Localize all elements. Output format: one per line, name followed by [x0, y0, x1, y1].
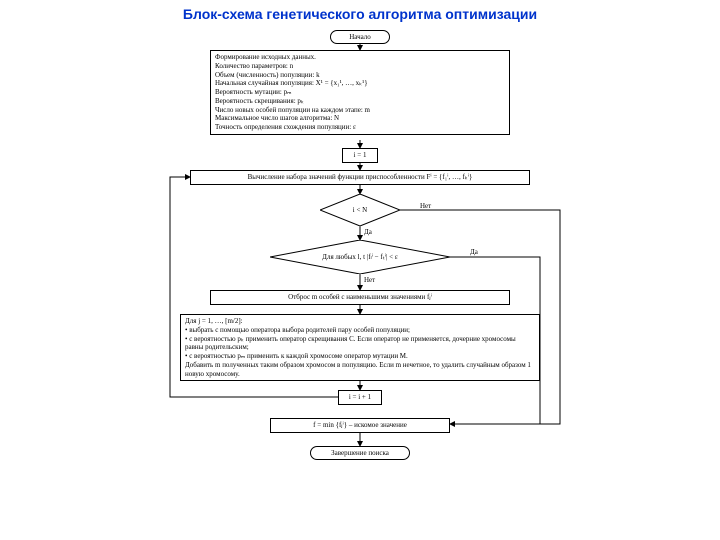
- i-inc-label: i = i + 1: [349, 393, 371, 401]
- node-result: f = min {fⱼⁱ} – искомое значение: [270, 418, 450, 433]
- cross-l1: • выбрать с помощью оператора выбора род…: [185, 326, 535, 335]
- node-init: Формирование исходных данных. Количество…: [210, 50, 510, 135]
- node-fitness: Вычисление набора значений функции присп…: [190, 170, 530, 185]
- init-l8: Точность определения схождения популяции…: [215, 123, 505, 132]
- init-l3: Начальная случайная популяция: X¹ = {x₁¹…: [215, 79, 505, 88]
- node-crossover: Для j = 1, …, [m/2]: • выбрать с помощью…: [180, 314, 540, 381]
- fitness-label: Вычисление набора значений функции присп…: [248, 173, 473, 181]
- discard-label: Отброс m особей с наименьшими значениями…: [288, 293, 432, 301]
- init-l2: Объем (численность) популяции: k: [215, 71, 505, 80]
- result-label: f = min {fⱼⁱ} – искомое значение: [313, 421, 407, 429]
- init-l5: Вероятность скрещивания: pₖ: [215, 97, 505, 106]
- cond-eps-label: Для любых l, t |fₗⁱ − fₜⁱ| < ε: [322, 253, 398, 261]
- label-yes-2: Да: [470, 248, 478, 256]
- init-l0: Формирование исходных данных.: [215, 53, 505, 62]
- cross-l0: Для j = 1, …, [m/2]:: [185, 317, 535, 326]
- label-no-1: Нет: [420, 202, 431, 210]
- cross-l3: • с вероятностью pₘ применить к каждой х…: [185, 352, 535, 361]
- i-eq-1-label: i = 1: [354, 151, 367, 159]
- node-start: Начало: [330, 30, 390, 44]
- init-l1: Количество параметров: n: [215, 62, 505, 71]
- node-end: Завершение поиска: [310, 446, 410, 460]
- node-discard: Отброс m особей с наименьшими значениями…: [210, 290, 510, 305]
- page-title: Блок-схема генетического алгоритма оптим…: [0, 6, 720, 22]
- end-label: Завершение поиска: [331, 449, 389, 457]
- init-l7: Максимальное число шагов алгоритма: N: [215, 114, 505, 123]
- label-yes-1: Да: [364, 228, 372, 236]
- node-i-eq-1: i = 1: [342, 148, 378, 163]
- init-l4: Вероятность мутации: pₘ: [215, 88, 505, 97]
- node-i-inc: i = i + 1: [338, 390, 382, 405]
- label-no-2: Нет: [364, 276, 375, 284]
- cross-l2: • с вероятностью pₖ применить оператор с…: [185, 335, 535, 353]
- init-l6: Число новых особей популяции на каждом э…: [215, 106, 505, 115]
- cond-i-lt-n-label: i < N: [353, 206, 367, 214]
- cross-l4: Добавить m полученных таким образом хром…: [185, 361, 535, 379]
- node-start-label: Начало: [349, 33, 371, 41]
